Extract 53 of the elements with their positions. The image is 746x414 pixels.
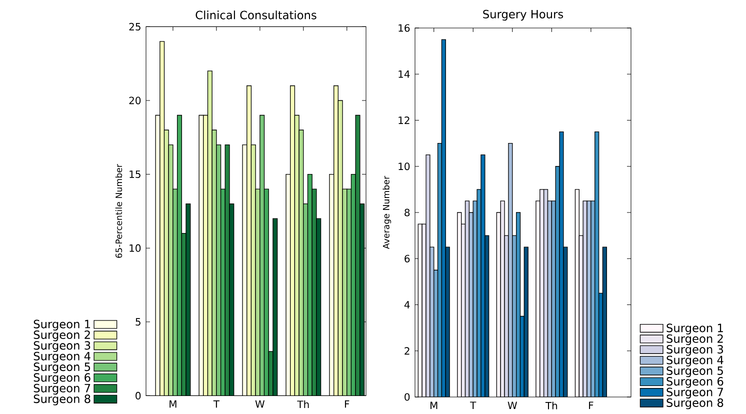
- legend-label: Surgeon 8: [666, 398, 724, 410]
- x-tick-label: M: [170, 400, 176, 408]
- y-tick-label: 14: [398, 70, 410, 78]
- legend-label: Surgeon 1: [666, 324, 723, 334]
- legend-label: Surgeon 4: [34, 352, 90, 363]
- y-tick-label: 6: [404, 254, 410, 262]
- legend-label: Surgeon 7: [34, 384, 90, 395]
- legend-label: Surgeon 3: [34, 341, 90, 352]
- x-tick-label: F: [344, 400, 350, 408]
- legend-label: Surgeon 7: [666, 388, 723, 398]
- legend-label: Surgeon 6: [666, 377, 724, 388]
- x-tick-label: T: [213, 400, 220, 408]
- bar: [303, 203, 308, 396]
- legend-label: Surgeon 2: [666, 334, 723, 346]
- y-axis-title: Average Number: [382, 176, 392, 250]
- y-tick-label: 8: [404, 208, 410, 216]
- legend-label: Surgeon 6: [34, 373, 90, 384]
- chart-title: Surgery Hours: [483, 10, 564, 21]
- y-tick-label: 0: [404, 393, 410, 401]
- bar: [307, 174, 312, 396]
- legend-label: Surgeon 5: [666, 366, 723, 378]
- legend-label: Surgeon 8: [34, 394, 90, 406]
- y-tick-label: 15: [130, 170, 140, 178]
- bar: [176, 114, 182, 396]
- x-tick-label: Th: [297, 400, 309, 408]
- y-tick-label: 4: [404, 301, 410, 308]
- bar: [264, 188, 269, 396]
- y-tick-label: 0: [136, 392, 141, 400]
- legend-label: Surgeon 1: [34, 320, 90, 331]
- x-tick-label: Th: [545, 402, 558, 410]
- x-tick-label: M: [430, 402, 438, 409]
- y-axis-title: 65-Percentile Number: [115, 164, 122, 258]
- y-tick-label: 20: [129, 96, 141, 104]
- bar: [207, 70, 212, 396]
- x-tick-label: W: [508, 402, 518, 409]
- bar: [220, 188, 226, 396]
- x-tick-label: W: [255, 400, 265, 408]
- legend-label: Surgeon 3: [666, 345, 724, 356]
- y-tick-label: 12: [398, 116, 410, 124]
- y-tick-label: 10: [130, 244, 141, 252]
- bar: [164, 130, 169, 396]
- chart-title: Clinical Consultations: [196, 10, 316, 20]
- legend-label: Surgeon 5: [34, 362, 90, 374]
- x-tick-label: F: [589, 402, 594, 409]
- bar: [346, 188, 352, 396]
- legend-label: Surgeon 2: [34, 330, 90, 342]
- y-tick-label: 5: [136, 318, 140, 326]
- legend-label: Surgeon 4: [666, 356, 724, 366]
- y-tick-label: 16: [398, 24, 410, 32]
- y-tick-label: 25: [129, 22, 140, 30]
- y-tick-label: 2: [404, 347, 410, 355]
- x-tick-label: T: [470, 402, 476, 409]
- y-tick-label: 10: [398, 162, 410, 170]
